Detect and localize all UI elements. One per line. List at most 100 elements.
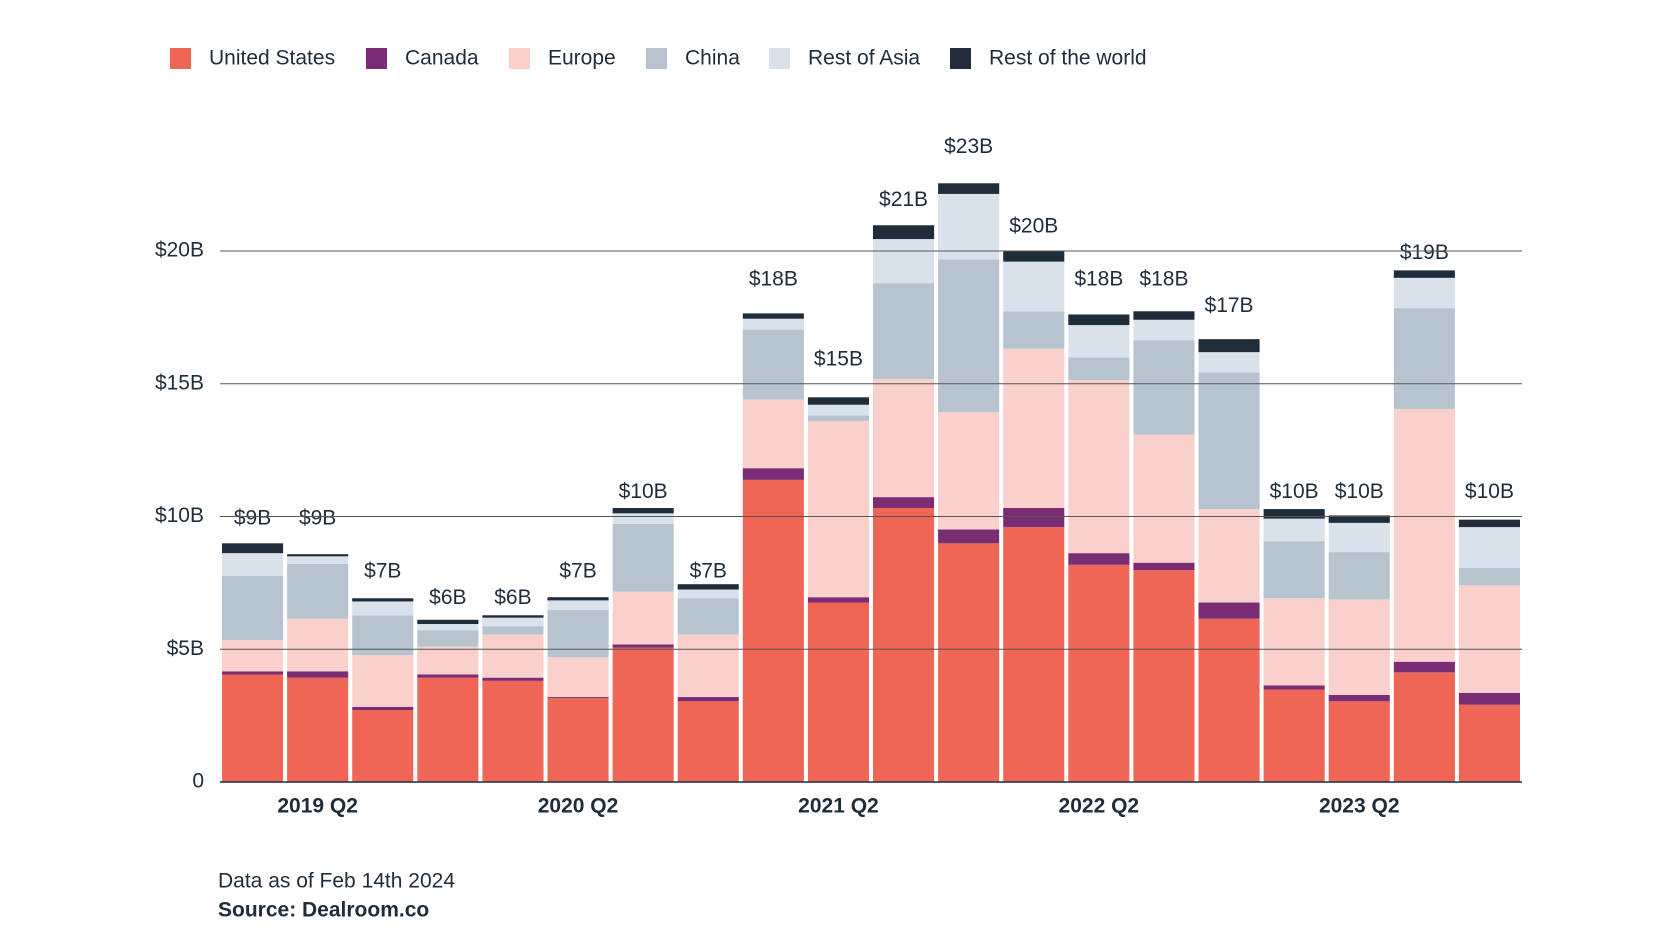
bar-segment (1198, 602, 1260, 619)
bar-segment (807, 397, 869, 405)
bar-segment (417, 674, 479, 678)
x-tick-label: 2023 Q2 (1319, 795, 1400, 818)
bar-segment (417, 624, 479, 631)
bar-segment (938, 529, 1000, 544)
bar-segment (742, 468, 804, 480)
bar-segment (677, 584, 739, 590)
bar-segment (1328, 515, 1390, 523)
bar-segment (1003, 311, 1065, 349)
bar-segment (1068, 380, 1130, 554)
bar-segment (1003, 261, 1065, 312)
bar-segment (807, 415, 869, 421)
bar-segment (547, 698, 609, 782)
bar-segment (482, 617, 544, 627)
total-label: $10B (1465, 480, 1514, 503)
legend-swatch (950, 48, 971, 69)
bar-segment (742, 479, 804, 782)
y-tick-label: $10B (155, 504, 204, 527)
bar-segment (222, 543, 284, 554)
bar-segment (1068, 325, 1130, 358)
legend-label: Europe (548, 47, 616, 70)
bar-segment (677, 697, 739, 702)
total-label: $7B (559, 560, 596, 583)
bar-segment (1458, 527, 1520, 569)
source: Source: Dealroom.co (218, 899, 429, 922)
bar-segment (417, 619, 479, 625)
total-label: $20B (1009, 215, 1058, 238)
bar-segment (547, 697, 609, 699)
bar-segment (1393, 308, 1455, 409)
bar-segment (1263, 689, 1325, 782)
bar-segment (873, 225, 935, 240)
bar-segment (222, 640, 284, 672)
bar-segment (1458, 692, 1520, 705)
total-label: $18B (1074, 268, 1123, 291)
bar-segment (938, 259, 1000, 413)
bar-segment (287, 563, 349, 619)
bar-segment (873, 239, 935, 284)
bar-segment (612, 508, 674, 514)
bar-segment (873, 508, 935, 782)
bar-segment (1133, 340, 1195, 435)
legend-label: United States (209, 47, 335, 70)
y-tick-label: $5B (167, 637, 204, 660)
bar-segment (807, 602, 869, 782)
bar-segment (1393, 661, 1455, 673)
total-label: $10B (1270, 480, 1319, 503)
bar-segment (1198, 618, 1260, 782)
bar-segment (222, 553, 284, 576)
bar-segment (807, 404, 869, 416)
total-label: $10B (619, 480, 668, 503)
bar-segment (1458, 585, 1520, 693)
bar-segment (1393, 270, 1455, 278)
legend-label: Rest of the world (989, 47, 1147, 70)
x-tick-label: 2021 Q2 (798, 795, 879, 818)
bar-segment (547, 597, 609, 601)
bar-segment (547, 609, 609, 658)
bar-segment (482, 680, 544, 782)
bar-segment (482, 634, 544, 678)
x-tick-label: 2022 Q2 (1059, 795, 1140, 818)
bar-segment (1198, 372, 1260, 510)
bar-segment (1133, 319, 1195, 341)
total-label: $7B (364, 560, 401, 583)
bar-segment (938, 412, 1000, 530)
total-label: $15B (814, 347, 863, 370)
bar-segment (1133, 570, 1195, 782)
bar-segment (352, 598, 414, 602)
legend-label: China (685, 47, 740, 70)
legend-label: Rest of Asia (808, 47, 920, 70)
bar-segment (1198, 352, 1260, 373)
bar-segment (612, 647, 674, 782)
total-label: $21B (879, 188, 928, 211)
bar-segment (612, 591, 674, 645)
bar-segment (1263, 518, 1325, 542)
bar-segment (287, 677, 349, 782)
bar-segment (742, 318, 804, 330)
bar-segment (222, 674, 284, 782)
bar-segment (938, 193, 1000, 260)
bar-segment (287, 556, 349, 564)
bar-segment (287, 554, 349, 557)
bar-segment (1133, 562, 1195, 571)
bar-segment (1133, 311, 1195, 320)
bar-segment (1003, 348, 1065, 509)
legend-swatch (646, 48, 667, 69)
bar-segment (1328, 599, 1390, 695)
bar-segment (873, 283, 935, 379)
bar-segment (1068, 314, 1130, 326)
bar-segment (417, 646, 479, 675)
bar-segment (1328, 694, 1390, 702)
legend-swatch (509, 48, 530, 69)
bar-segment (938, 543, 1000, 782)
bar-segment (677, 701, 739, 782)
y-tick-label: 0 (192, 770, 204, 793)
bar-segment (547, 600, 609, 610)
total-label: $9B (299, 507, 336, 530)
total-label: $19B (1400, 241, 1449, 264)
bar-segment (612, 644, 674, 648)
bar-segment (1068, 553, 1130, 565)
bar-segment (1328, 522, 1390, 553)
bar-segment (1068, 564, 1130, 782)
